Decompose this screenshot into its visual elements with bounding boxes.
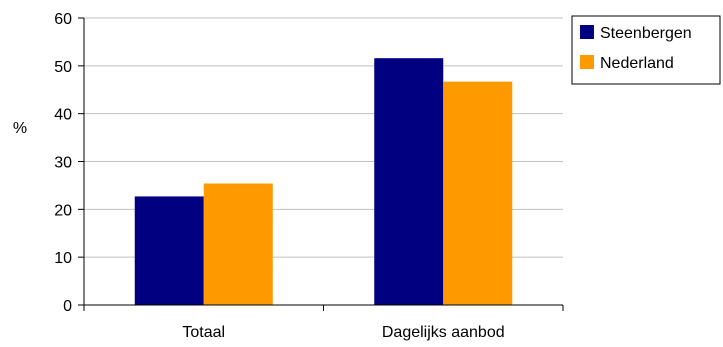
- bar-steenbergen-1: [374, 58, 444, 306]
- legend-label: Nederland: [600, 55, 674, 72]
- y-tick-label: 20: [54, 202, 72, 219]
- y-tick-label: 10: [54, 250, 72, 267]
- bar-nederland-0: [203, 183, 273, 305]
- legend-items: Steenbergen Nederland: [580, 25, 692, 72]
- y-tick-label: 30: [54, 155, 72, 172]
- legend: Steenbergen Nederland: [571, 15, 721, 85]
- y-tick-label: 50: [54, 59, 72, 76]
- y-tick-label: 60: [54, 11, 72, 28]
- legend-label: Steenbergen: [600, 25, 692, 42]
- bar-nederland-1: [443, 81, 513, 305]
- y-axis-label: %: [13, 120, 27, 137]
- bar-steenbergen-0: [134, 196, 204, 305]
- x-categories: Totaal Dagelijks aanbod: [83, 305, 564, 341]
- y-tick-label: 0: [63, 298, 72, 315]
- y-tick-label: 40: [54, 107, 72, 124]
- x-category-label: Dagelijks aanbod: [382, 324, 505, 341]
- bars: [134, 58, 513, 306]
- legend-swatch: [580, 25, 594, 39]
- y-ticks: 0 10 20 30 40 50 60: [54, 11, 84, 315]
- legend-swatch: [580, 55, 594, 69]
- x-category-label: Totaal: [182, 324, 225, 341]
- legend-box: [571, 15, 721, 85]
